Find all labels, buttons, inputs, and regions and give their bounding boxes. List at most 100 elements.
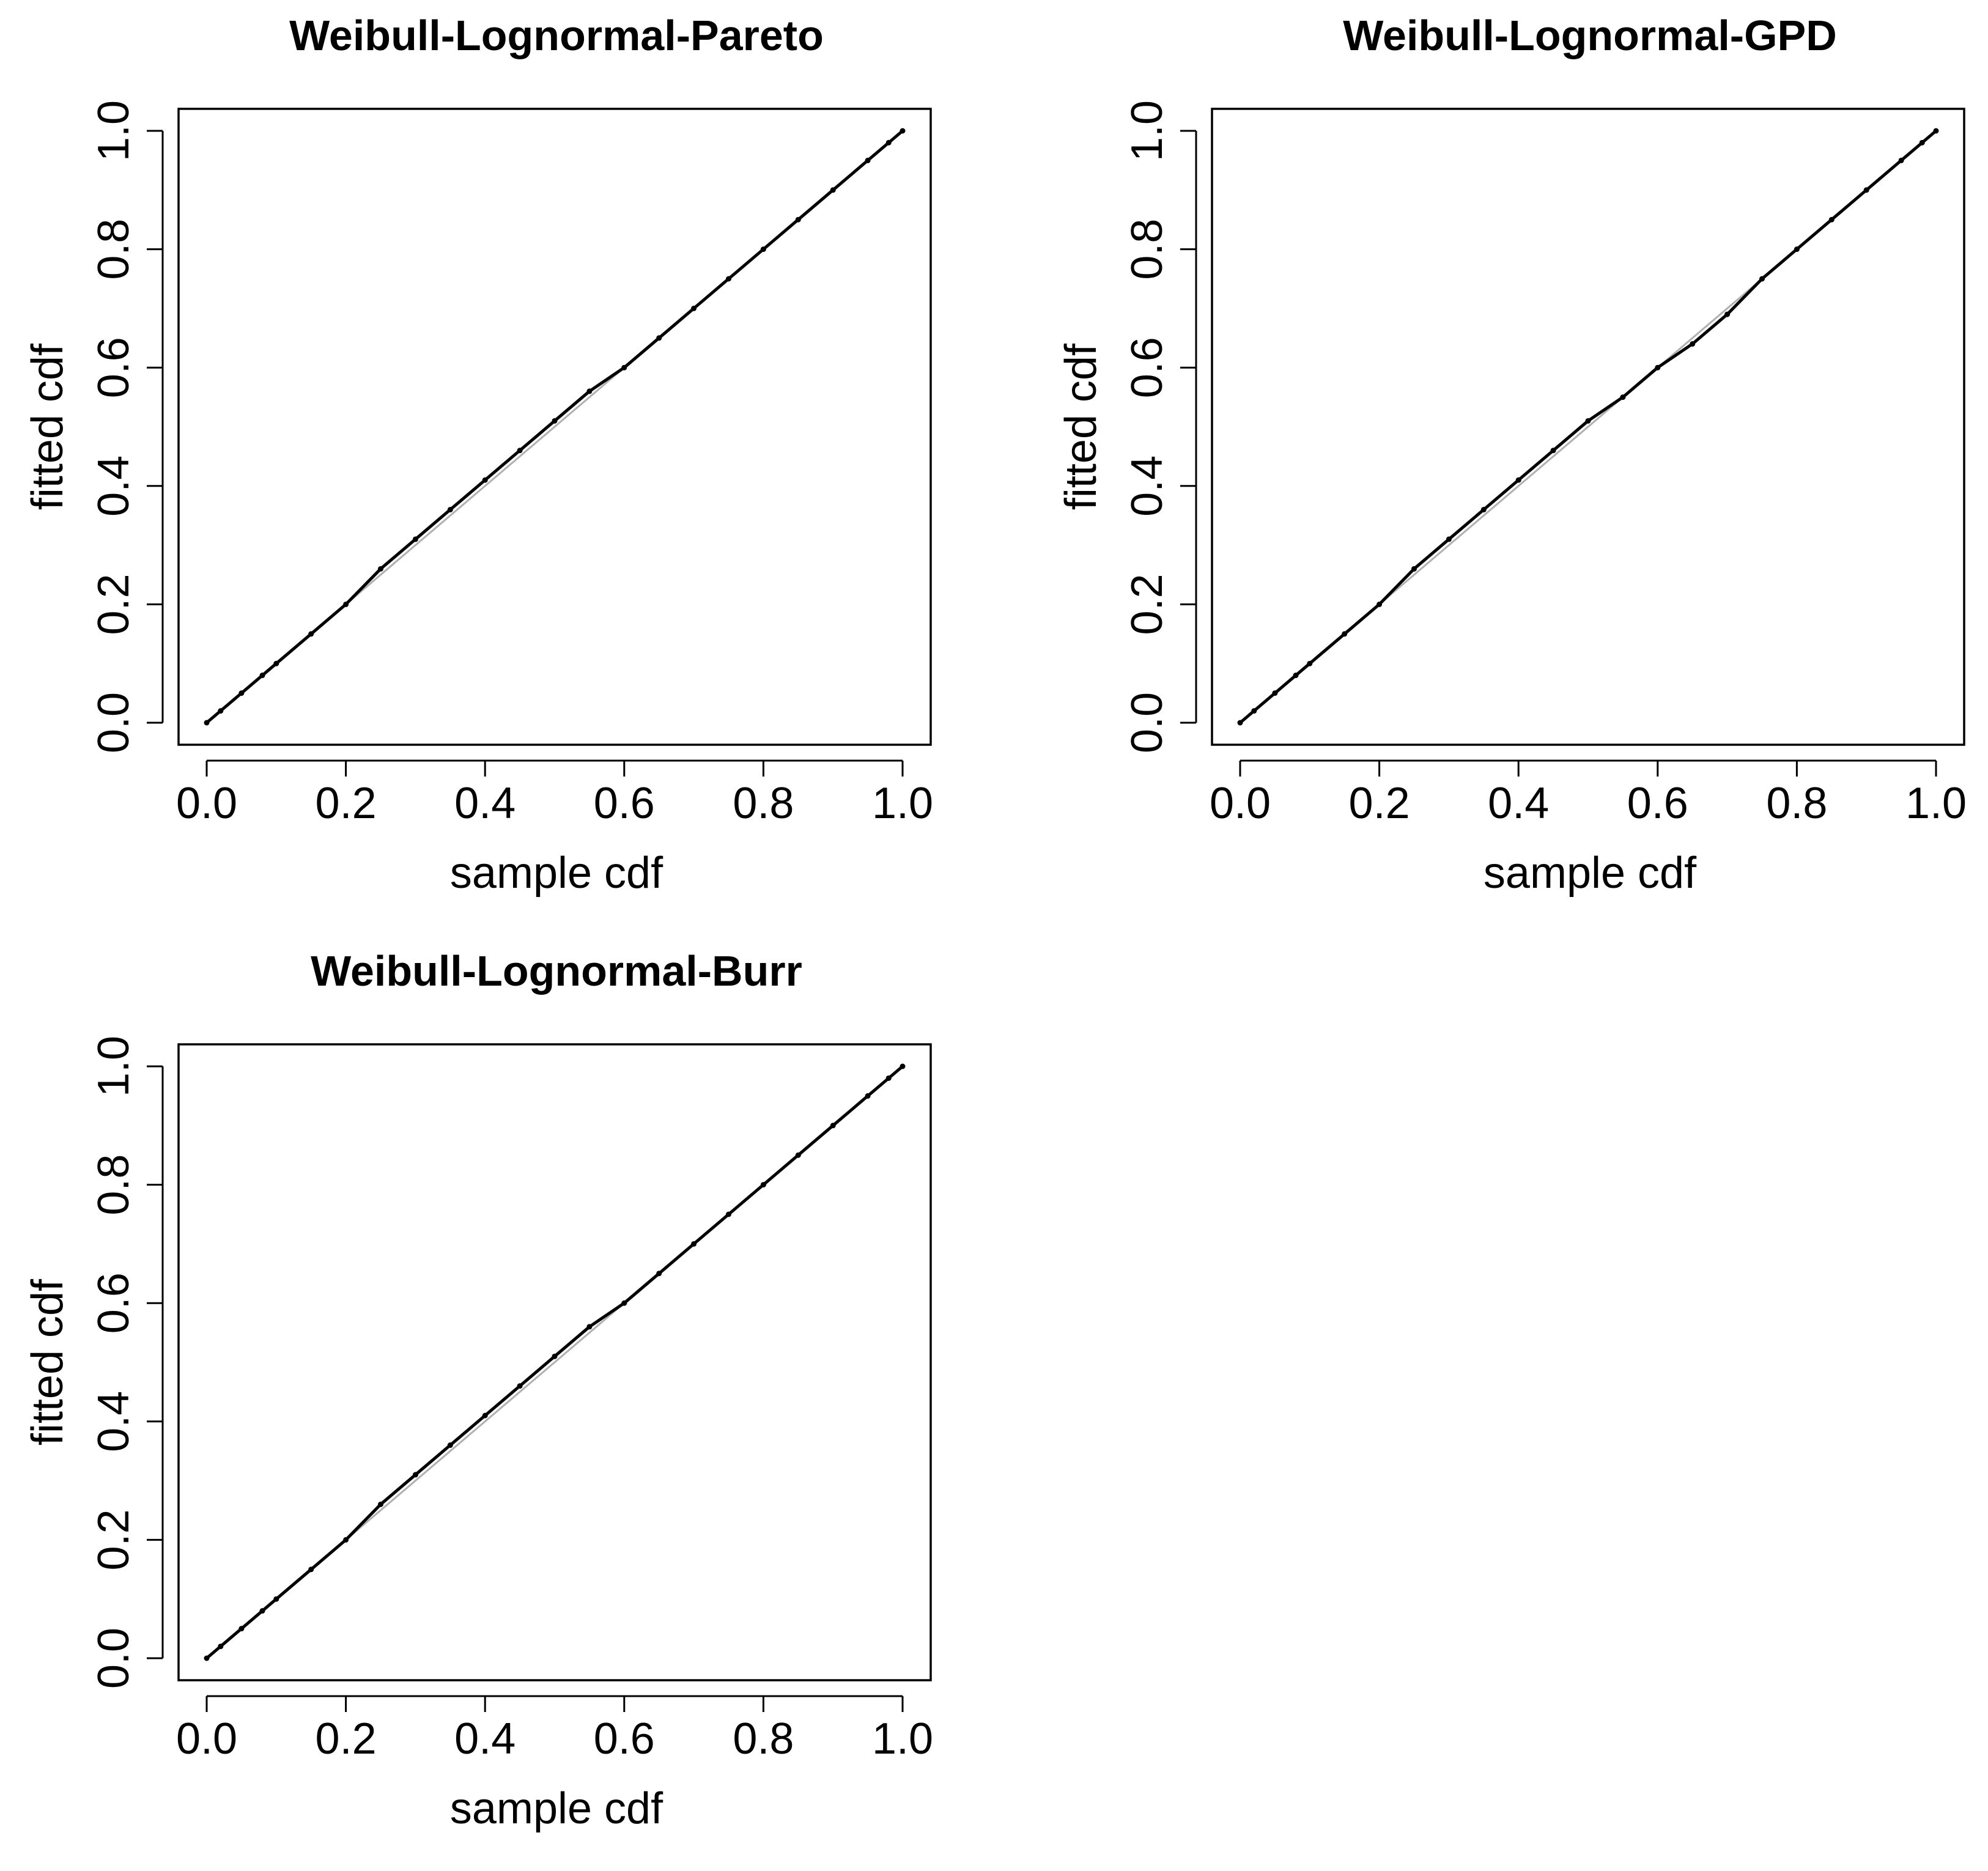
- data-point: [656, 335, 662, 341]
- data-point: [343, 601, 349, 607]
- data-point: [760, 246, 766, 253]
- data-point: [1620, 394, 1626, 400]
- data-point: [795, 216, 801, 223]
- data-point: [412, 536, 418, 542]
- x-tick-label: 0.6: [594, 779, 655, 828]
- data-point: [378, 566, 383, 572]
- data-point: [1272, 690, 1278, 696]
- data-point: [830, 187, 836, 193]
- y-tick-label: 0.6: [89, 1272, 138, 1334]
- x-tick-label: 0.8: [1766, 779, 1827, 828]
- data-point: [1585, 418, 1591, 424]
- x-axis: 0.0 0.2 0.4 0.6 0.8 1.0: [176, 1695, 933, 1763]
- data-point: [447, 1442, 453, 1448]
- y-tick-label: 0.6: [1123, 337, 1172, 398]
- y-tick-label: 0.2: [1123, 574, 1172, 635]
- x-tick-label: 0.8: [733, 779, 794, 828]
- data-point: [760, 1182, 766, 1188]
- plot-box: [1211, 108, 1965, 746]
- series-line: [205, 1065, 904, 1659]
- data-point: [1655, 364, 1661, 371]
- plot-box: [177, 1043, 932, 1681]
- data-point: [552, 418, 558, 424]
- data-point: [885, 1075, 892, 1081]
- data-point: [447, 507, 453, 513]
- y-tick-label: 0.8: [1123, 219, 1172, 280]
- data-point: [412, 1472, 418, 1478]
- x-tick-label: 0.6: [594, 1714, 655, 1763]
- chart-title: Weibull-Lognormal-Pareto: [289, 12, 824, 59]
- y-tick-label: 0.0: [89, 1628, 138, 1689]
- x-tick-label: 0.2: [316, 779, 377, 828]
- x-tick-label: 0.4: [454, 779, 515, 828]
- data-points: [204, 128, 906, 726]
- y-tick-label: 0.4: [89, 1391, 138, 1452]
- data-point: [308, 1567, 314, 1573]
- data-point: [1251, 708, 1257, 714]
- data-point: [259, 1608, 265, 1614]
- data-point: [204, 1655, 210, 1661]
- data-points: [204, 1063, 906, 1661]
- chart-svg: Weibull-Lognormal-GPD 0.0 0.2 0.4 0.6 0.8 1.0…: [1057, 12, 1967, 898]
- y-tick-label: 0.4: [1123, 456, 1172, 517]
- data-point: [218, 1644, 224, 1650]
- y-tick-label: 0.2: [89, 1509, 138, 1570]
- chart-svg: Weibull-Lognormal-Pareto 0.0 0.2 0.4 0.6 0.8…: [23, 12, 933, 898]
- data-point: [795, 1152, 801, 1158]
- data-point: [656, 1271, 662, 1277]
- data-point: [621, 364, 627, 371]
- data-point: [1376, 601, 1383, 607]
- data-point: [885, 139, 892, 146]
- data-point: [1307, 660, 1313, 666]
- data-point: [586, 1324, 593, 1330]
- chart-panel-pareto: Weibull-Lognormal-Pareto 0.0 0.2 0.4 0.6 0.8…: [0, 0, 997, 936]
- data-point: [1724, 311, 1731, 317]
- data-point: [1919, 139, 1925, 146]
- series-line: [205, 130, 904, 724]
- x-axis: 0.0 0.2 0.4 0.6 0.8 1.0: [176, 759, 933, 828]
- y-tick-label: 1.0: [1123, 100, 1172, 161]
- y-tick-label: 0.2: [89, 574, 138, 635]
- x-tick-label: 0.8: [733, 1714, 794, 1763]
- data-point: [691, 1241, 697, 1247]
- y-axis-label: fitted cdf: [23, 343, 72, 510]
- y-tick-label: 1.0: [89, 1036, 138, 1097]
- plot-box: [177, 108, 932, 746]
- y-axis: 0.0 0.2 0.4 0.6 0.8 1.0: [89, 100, 164, 753]
- data-point: [1411, 566, 1417, 572]
- x-tick-label: 0.4: [454, 1714, 515, 1763]
- data-point: [273, 660, 279, 666]
- data-point: [1759, 276, 1765, 282]
- data-point: [482, 1412, 488, 1419]
- data-point: [1933, 128, 1939, 134]
- y-tick-label: 0.4: [89, 456, 138, 517]
- x-axis: 0.0 0.2 0.4 0.6 0.8 1.0: [1210, 759, 1967, 828]
- x-tick-label: 0.2: [316, 1714, 377, 1763]
- data-point: [1480, 507, 1487, 513]
- data-point: [1515, 477, 1521, 483]
- data-point: [1237, 720, 1243, 726]
- y-tick-label: 0.8: [89, 1154, 138, 1216]
- data-point: [204, 720, 210, 726]
- x-tick-label: 0.0: [1210, 779, 1271, 828]
- data-point: [238, 690, 245, 696]
- data-point: [238, 1626, 245, 1632]
- y-axis-label: fitted cdf: [23, 1279, 72, 1445]
- data-point: [552, 1353, 558, 1359]
- x-tick-label: 0.0: [176, 1714, 237, 1763]
- data-point: [343, 1537, 349, 1543]
- chart-title: Weibull-Lognormal-GPD: [1343, 12, 1837, 59]
- data-point: [1828, 216, 1835, 223]
- y-tick-label: 0.8: [89, 219, 138, 280]
- x-tick-label: 0.4: [1488, 779, 1549, 828]
- x-tick-label: 1.0: [872, 1714, 933, 1763]
- x-axis-label: sample cdf: [450, 1784, 663, 1833]
- y-axis: 0.0 0.2 0.4 0.6 0.8 1.0: [1123, 100, 1197, 753]
- chart-panel-burr: Weibull-Lognormal-Burr 0.0 0.2 0.4 0.6 0.8 1.…: [0, 936, 997, 1871]
- data-point: [1794, 246, 1800, 253]
- y-tick-label: 0.6: [89, 337, 138, 398]
- y-tick-label: 0.0: [89, 692, 138, 753]
- data-point: [1293, 673, 1299, 679]
- data-point: [1446, 536, 1452, 542]
- x-axis-label: sample cdf: [450, 849, 663, 898]
